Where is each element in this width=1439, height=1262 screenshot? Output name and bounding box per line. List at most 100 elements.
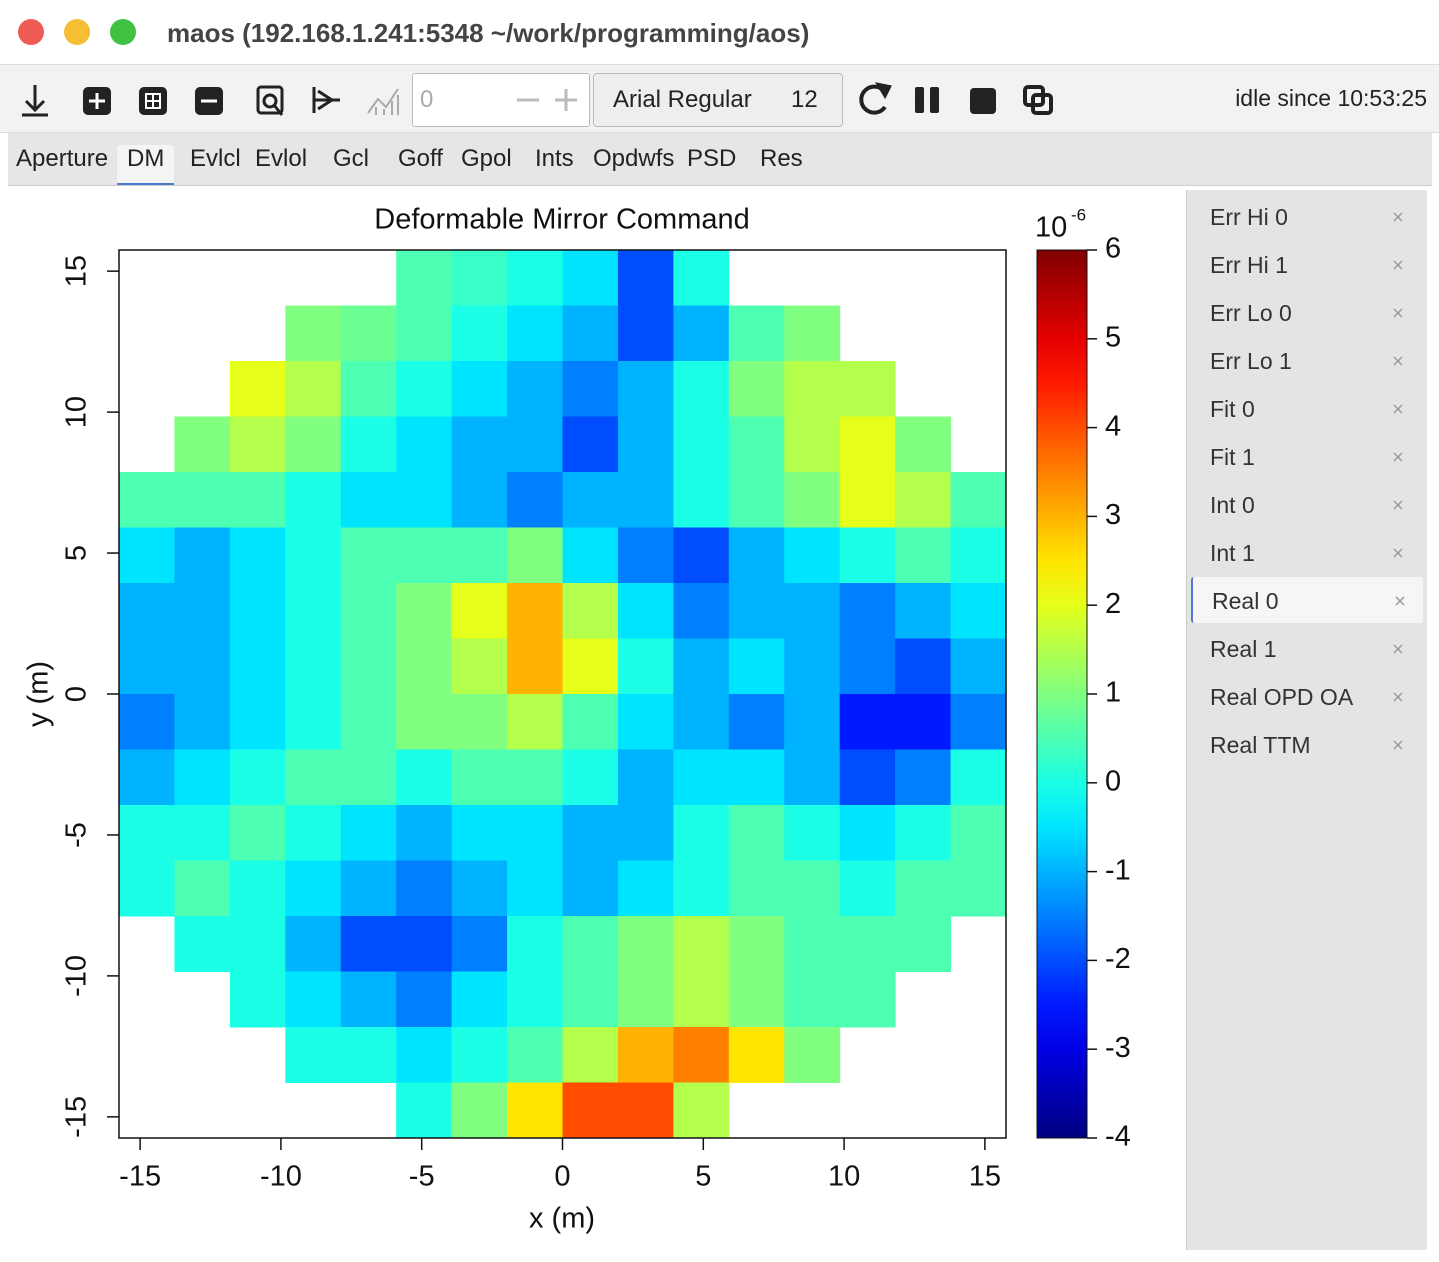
item-label: Real 1 bbox=[1210, 636, 1277, 662]
heatmap-cell bbox=[728, 749, 785, 806]
counter-field[interactable]: 0 bbox=[412, 73, 590, 127]
heatmap-cell bbox=[229, 860, 286, 917]
sidebar-item[interactable]: Fit 1 bbox=[1191, 433, 1421, 479]
heatmap-cell bbox=[285, 638, 342, 695]
heatmap-cell bbox=[340, 805, 397, 861]
heatmap-cell bbox=[673, 583, 730, 639]
tab[interactable]: PSD bbox=[687, 145, 737, 172]
toolbar-icons bbox=[22, 85, 399, 117]
tab[interactable]: Evlol bbox=[255, 145, 308, 172]
heatmap-cell bbox=[839, 971, 896, 1028]
close-item-button[interactable] bbox=[1392, 403, 1404, 415]
heatmap-cell bbox=[784, 638, 841, 695]
tab[interactable]: DM bbox=[117, 145, 175, 185]
heatmap-cell bbox=[562, 971, 619, 1028]
heatmap-cell bbox=[451, 305, 508, 362]
close-item-button[interactable] bbox=[1392, 547, 1404, 559]
heatmap-cell bbox=[285, 749, 342, 806]
close-item-button[interactable] bbox=[1392, 211, 1404, 223]
heatmap-cell bbox=[396, 1082, 453, 1139]
zoom-button[interactable] bbox=[110, 19, 136, 45]
sidebar-item[interactable]: Err Hi 0 bbox=[1191, 193, 1421, 239]
close-button[interactable] bbox=[18, 19, 44, 45]
heatmap-cell bbox=[119, 527, 175, 584]
heatmap-cell bbox=[784, 1027, 841, 1083]
status-text: idle since 10:53:25 bbox=[1235, 85, 1427, 111]
reset-view-button[interactable] bbox=[256, 85, 284, 116]
heatmap-cell bbox=[839, 860, 896, 917]
tab[interactable]: Res bbox=[760, 145, 803, 172]
tab[interactable]: Gcl bbox=[333, 145, 369, 172]
sidebar-item[interactable]: Err Lo 1 bbox=[1191, 337, 1421, 383]
heatmap-cell bbox=[950, 694, 1007, 750]
close-item-button[interactable] bbox=[1392, 307, 1404, 319]
heatmap-cell bbox=[507, 694, 563, 750]
item-label: Fit 1 bbox=[1210, 444, 1255, 470]
heatmap-cell bbox=[340, 971, 397, 1028]
cursor-button[interactable] bbox=[312, 87, 340, 113]
pause-button[interactable] bbox=[915, 87, 939, 113]
close-item-button[interactable] bbox=[1392, 259, 1404, 271]
close-item-button[interactable] bbox=[1392, 355, 1404, 367]
heatmap-cell bbox=[673, 749, 730, 806]
heatmap-cell bbox=[617, 638, 674, 695]
sidebar-item[interactable]: Real 1 bbox=[1191, 625, 1421, 671]
heatmap-cell bbox=[229, 472, 286, 528]
tab[interactable]: Goff bbox=[398, 145, 443, 172]
refresh-button[interactable] bbox=[859, 82, 892, 115]
heatmap-cell bbox=[562, 527, 619, 584]
stop-button[interactable] bbox=[970, 88, 996, 114]
sidebar-item[interactable]: Real 0 bbox=[1191, 577, 1423, 623]
save-button[interactable] bbox=[22, 85, 48, 117]
x-tick-label: -15 bbox=[119, 1161, 161, 1193]
sidebar-item[interactable]: Int 1 bbox=[1191, 529, 1421, 575]
heatmap-cell bbox=[285, 472, 342, 528]
item-label: Real 0 bbox=[1212, 588, 1279, 614]
colorbar-tick-label: 6 bbox=[1105, 233, 1121, 265]
close-item-button[interactable] bbox=[1392, 451, 1404, 463]
sidebar-item[interactable]: Int 0 bbox=[1191, 481, 1421, 527]
font-button[interactable]: Arial Regular 12 bbox=[593, 73, 843, 127]
heatmap-cell bbox=[507, 305, 563, 362]
detach-button[interactable] bbox=[1023, 85, 1053, 115]
sidebar-item[interactable]: Err Hi 1 bbox=[1191, 241, 1421, 287]
heatmap-cell bbox=[396, 583, 453, 639]
zoom-fit-button[interactable] bbox=[139, 87, 167, 115]
heatmap-cell bbox=[507, 638, 563, 695]
sidebar-item[interactable]: Real OPD OA bbox=[1191, 673, 1421, 719]
tab[interactable]: Gpol bbox=[461, 145, 512, 172]
heatmap-cell bbox=[839, 694, 896, 750]
spin-buttons[interactable] bbox=[509, 74, 589, 126]
heatmap-cell bbox=[617, 416, 674, 473]
heatmap-cell bbox=[895, 583, 952, 639]
colorbar-tick-label: -3 bbox=[1105, 1032, 1131, 1064]
heatmap-cell bbox=[174, 527, 231, 584]
font-size: 12 bbox=[791, 86, 818, 113]
close-item-button[interactable] bbox=[1392, 499, 1404, 511]
heatmap-cell bbox=[728, 1027, 785, 1083]
colorbar-tick-label: 3 bbox=[1105, 499, 1121, 531]
heatmap-cell bbox=[451, 527, 508, 584]
heatmap-cell bbox=[507, 916, 563, 972]
sidebar-item[interactable]: Real TTM bbox=[1191, 721, 1421, 767]
close-item-button[interactable] bbox=[1392, 691, 1404, 703]
heatmap-cell bbox=[895, 749, 952, 806]
close-item-button[interactable] bbox=[1394, 595, 1406, 607]
close-item-button[interactable] bbox=[1392, 739, 1404, 751]
heatmap-cell bbox=[285, 361, 342, 417]
sidebar-item[interactable]: Fit 0 bbox=[1191, 385, 1421, 431]
counter-value: 0 bbox=[420, 86, 434, 113]
close-item-button[interactable] bbox=[1392, 643, 1404, 655]
minimize-button[interactable] bbox=[64, 19, 90, 45]
zoom-out-button[interactable] bbox=[195, 87, 223, 115]
tab[interactable]: Aperture bbox=[16, 145, 109, 172]
tab[interactable]: Ints bbox=[535, 145, 574, 172]
heatmap-cell bbox=[895, 694, 952, 750]
heatmap-cell bbox=[340, 1027, 397, 1083]
heatmap-cell bbox=[285, 1027, 342, 1083]
zoom-in-button[interactable] bbox=[83, 87, 111, 115]
y-tick-label: 10 bbox=[61, 396, 93, 428]
sidebar-item[interactable]: Err Lo 0 bbox=[1191, 289, 1421, 335]
tab[interactable]: Opdwfs bbox=[593, 145, 675, 172]
tab[interactable]: Evlcl bbox=[190, 145, 241, 172]
